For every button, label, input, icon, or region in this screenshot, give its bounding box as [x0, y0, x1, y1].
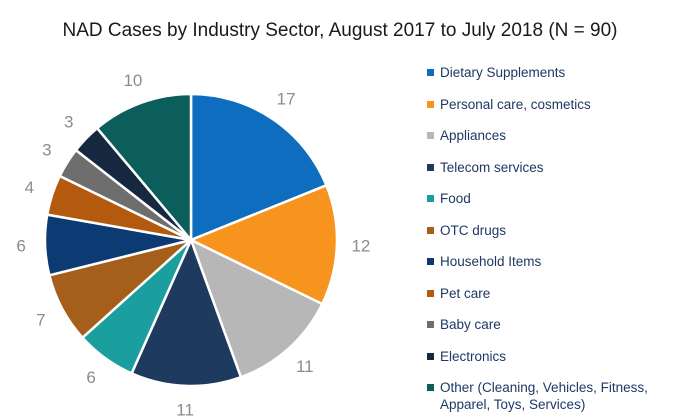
slice-value-label-household-items: 6 — [16, 236, 25, 255]
legend-swatch — [427, 132, 434, 139]
legend-label: Telecom services — [440, 159, 544, 175]
legend-label: Food — [440, 191, 471, 206]
slice-value-label-food: 6 — [86, 368, 95, 387]
slice-value-label-other-cleaning-vehicles-fitness-apparel-toys-services: 10 — [123, 71, 142, 90]
pie-slice-other-cleaning-vehicles-fitness-apparel-toys-services — [95, 92, 193, 242]
legend-label: Dietary Supplements — [440, 65, 566, 80]
legend-label: Pet care — [440, 285, 491, 301]
legend-swatch — [427, 226, 434, 234]
legend-swatch — [427, 352, 434, 360]
pie-slice-appliances — [189, 238, 324, 379]
legend-swatch — [427, 384, 434, 391]
legend-label: OTC drugs — [440, 222, 507, 238]
pie-slice-personal-care-cosmetics — [189, 184, 339, 306]
legend-swatch — [427, 163, 434, 171]
chart-title: NAD Cases by Industry Sector, August 201… — [62, 20, 618, 41]
slice-value-label-electronics: 3 — [64, 112, 73, 131]
legend-swatch — [427, 195, 434, 202]
slice-value-label-personal-care-cosmetics: 12 — [351, 236, 370, 255]
slice-value-label-pet-care: 4 — [25, 178, 34, 197]
legend-label: Other (Cleaning, Vehicles, Fitness, Appa… — [440, 380, 648, 412]
legend-label: Appliances — [440, 128, 507, 143]
slice-value-label-appliances: 11 — [296, 357, 314, 376]
legend-swatch — [427, 258, 434, 265]
legend-label: Personal care, cosmetics — [440, 96, 591, 112]
pie-slice-telecom-services — [130, 238, 243, 388]
slice-value-label-telecom-services: 11 — [176, 400, 194, 418]
pie-slice-dietary-supplements — [189, 92, 328, 242]
slice-value-label-otc-drugs: 7 — [36, 310, 45, 329]
legend-label: Electronics — [440, 348, 507, 364]
legend-label: Baby care — [440, 317, 501, 332]
slice-value-label-baby-care: 3 — [42, 140, 51, 159]
pie-slices — [43, 92, 339, 388]
legend-label: Household Items — [440, 254, 542, 269]
legend-swatch — [427, 321, 434, 328]
legend-swatch — [427, 100, 434, 108]
legend-swatch — [427, 289, 434, 297]
slice-value-label-dietary-supplements: 17 — [277, 90, 296, 109]
legend-swatch — [427, 69, 434, 76]
